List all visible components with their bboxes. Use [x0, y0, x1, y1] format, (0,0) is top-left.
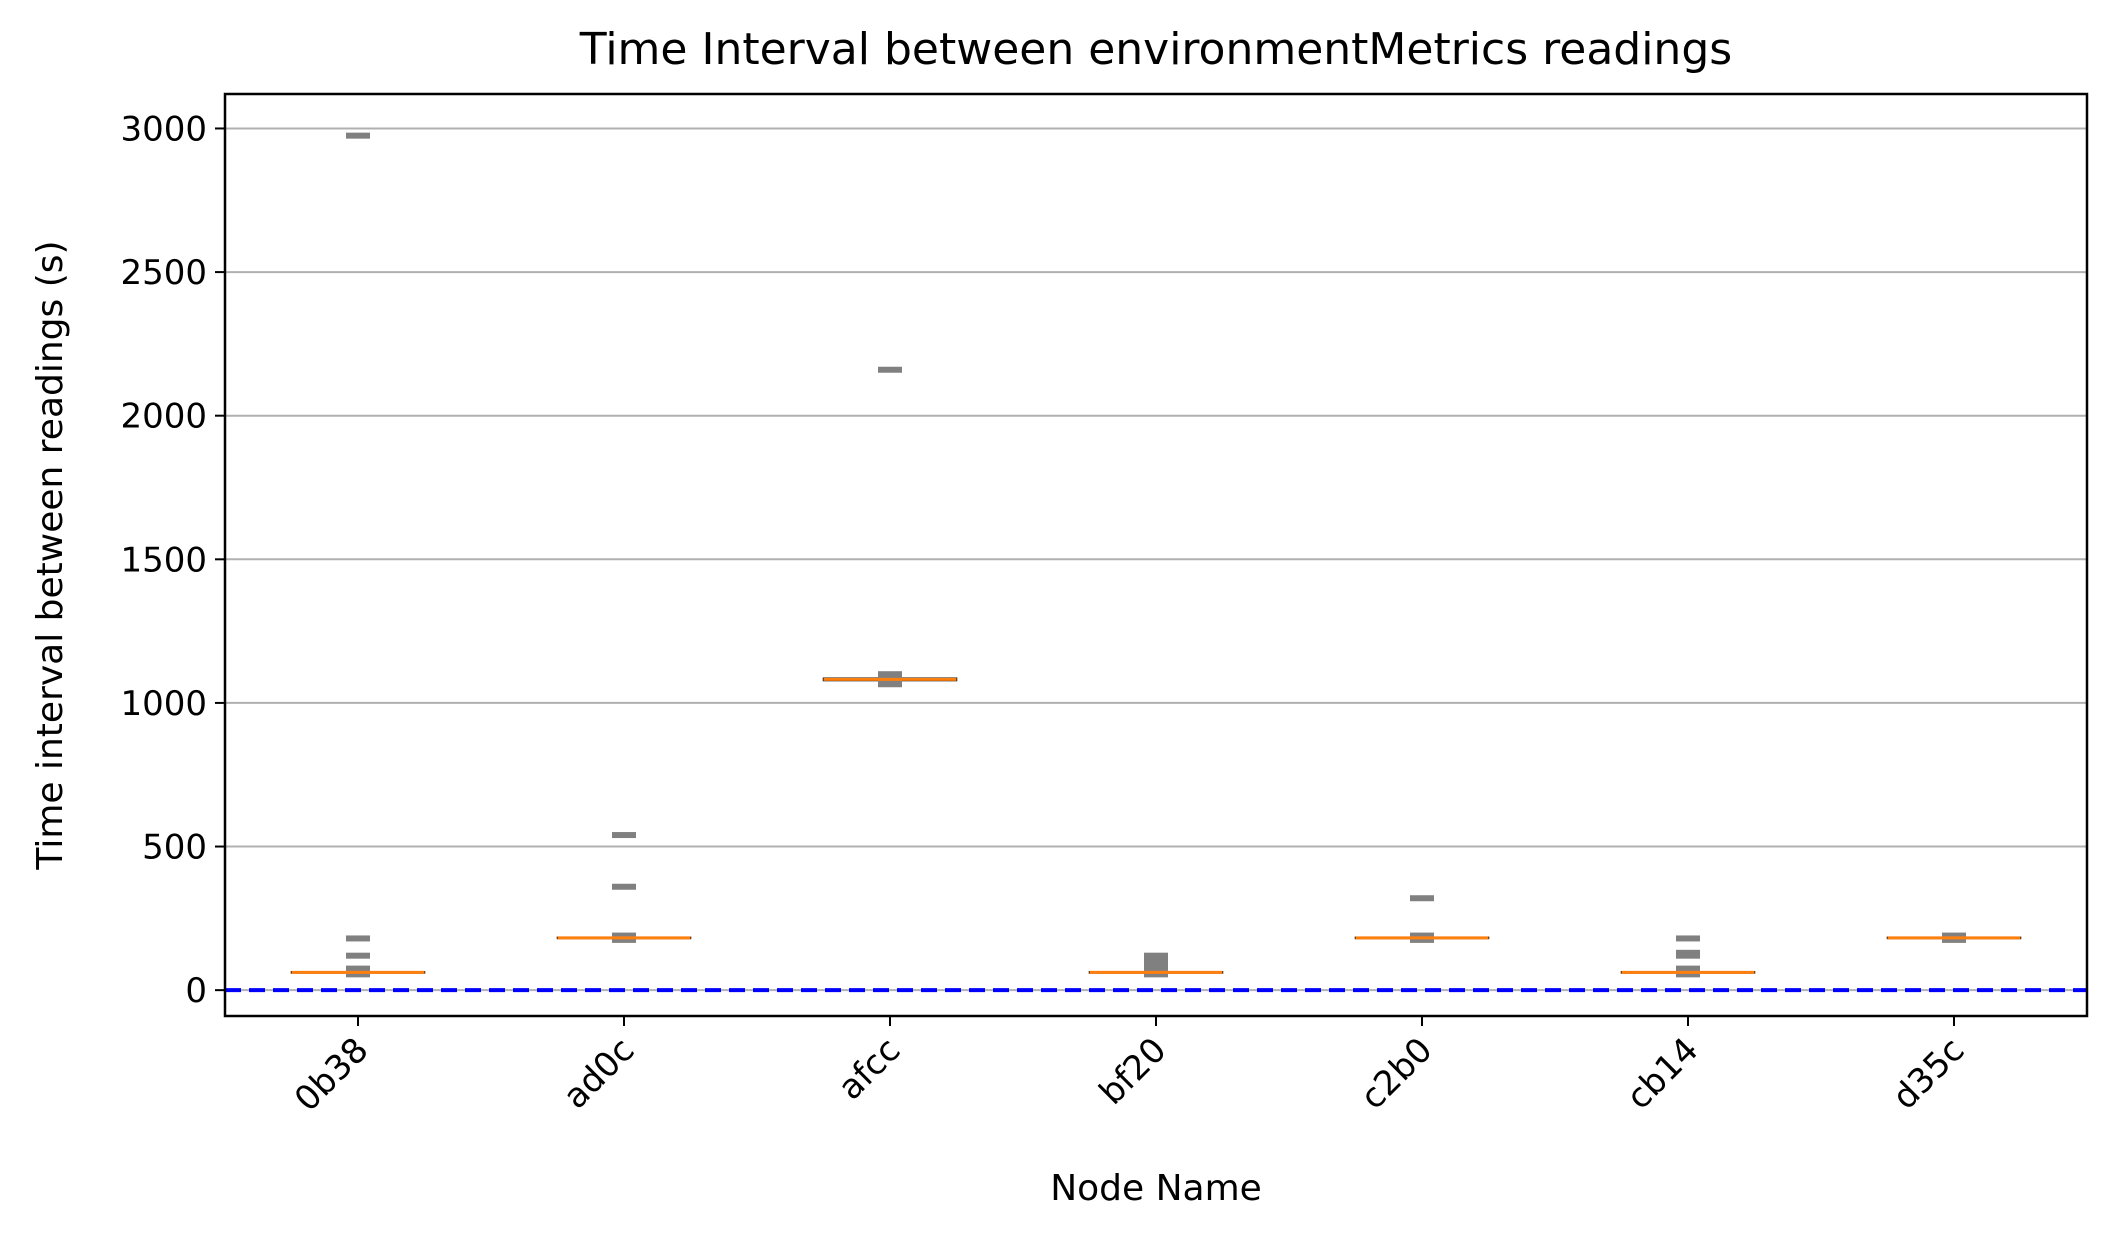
x-tick-label: cb14 [1619, 1030, 1706, 1117]
outlier-marker [1676, 952, 1700, 959]
outlier-marker [346, 971, 370, 978]
box-c2b0 [1354, 895, 1490, 943]
box-ad0c [556, 832, 692, 943]
outlier-marker [612, 832, 636, 839]
box-0b38 [290, 132, 426, 978]
outlier-marker [346, 935, 370, 942]
outlier-marker [346, 952, 370, 959]
box-afcc [822, 366, 958, 688]
outlier-marker [1942, 936, 1966, 943]
outlier-marker [1942, 932, 1966, 939]
grid [225, 127, 2087, 992]
y-tick-label: 0 [185, 971, 207, 1011]
y-tick-label: 1500 [120, 540, 207, 580]
box-cb14 [1620, 935, 1756, 978]
y-tick-label: 2000 [120, 397, 207, 437]
x-axis: 0b38 ad0c afcc bf20 c2b0 cb14 d35c [287, 1016, 1972, 1120]
outlier-marker [612, 936, 636, 943]
outlier-marker [1676, 967, 1700, 974]
outlier-marker [1676, 971, 1700, 978]
outlier-marker [1144, 971, 1168, 978]
x-tick-label: c2b0 [1353, 1030, 1440, 1117]
y-tick-label: 1000 [120, 684, 207, 724]
outlier-marker [1410, 936, 1434, 943]
y-tick-label: 500 [142, 828, 207, 868]
outlier-marker [1410, 932, 1434, 939]
x-tick-label: afcc [830, 1030, 908, 1108]
x-tick-label: d35c [1885, 1030, 1972, 1117]
plot-frame [223, 92, 2089, 1018]
x-tick-label: bf20 [1092, 1030, 1175, 1113]
x-tick-label: 0b38 [287, 1030, 376, 1119]
outlier-marker [1144, 967, 1168, 974]
outlier-marker [612, 933, 636, 940]
x-tick-label: ad0c [556, 1030, 643, 1117]
y-tick-label: 3000 [120, 109, 207, 149]
outlier-marker [346, 132, 370, 139]
box-d35c [1886, 932, 2022, 943]
outlier-marker [878, 681, 902, 688]
outlier-marker [1410, 895, 1434, 902]
chart-title: Time Interval between environmentMetrics… [579, 24, 1732, 75]
outlier-marker [878, 672, 902, 679]
outlier-marker [1676, 935, 1700, 942]
outlier-marker [612, 883, 636, 890]
y-axis: 0 500 1000 1500 2000 2500 3000 [120, 109, 225, 1011]
x-axis-label: Node Name [1050, 1168, 1262, 1209]
y-axis-label: Time interval between readings (s) [30, 240, 71, 870]
outlier-marker [878, 366, 902, 373]
y-tick-label: 2500 [120, 253, 207, 293]
box-bf20 [1088, 952, 1224, 978]
boxes [290, 132, 2022, 978]
